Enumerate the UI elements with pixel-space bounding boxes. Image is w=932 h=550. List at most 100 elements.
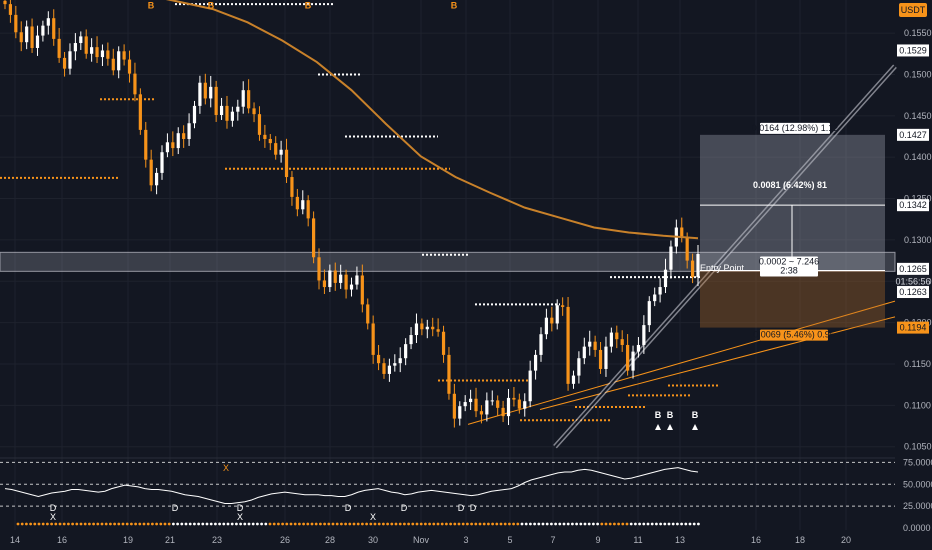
osc-dot [453, 522, 457, 526]
candle-body [436, 329, 440, 332]
candle-body [8, 4, 13, 15]
osc-dot [697, 522, 700, 526]
candle [577, 351, 581, 384]
candle-body [420, 323, 424, 330]
candle [582, 337, 586, 365]
candle [658, 278, 662, 303]
candle [404, 338, 408, 366]
osc-dot [302, 522, 305, 526]
candle [344, 269, 348, 299]
candle-body [506, 397, 511, 417]
osc-dot [617, 522, 620, 526]
candle [447, 346, 451, 400]
candle [247, 79, 251, 114]
candle [387, 358, 391, 382]
pair-badge[interactable]: USDT [899, 3, 927, 17]
candle-body [111, 58, 115, 71]
candle [420, 318, 424, 336]
osc-dot [495, 522, 499, 526]
osc-dot [529, 522, 532, 526]
price-tag-3: 0.1265 [899, 264, 927, 274]
osc-dot [41, 522, 45, 526]
time-tick-8: Nov [413, 535, 430, 545]
candle-body [680, 227, 684, 238]
osc-dot [92, 522, 95, 526]
candle-body [219, 105, 224, 115]
d-marker-5: D [458, 503, 465, 513]
loss-zone [700, 270, 885, 328]
candle-body [14, 14, 18, 33]
candle [631, 345, 635, 379]
candle-body [577, 358, 581, 376]
candle-body [301, 200, 305, 210]
osc-dot [75, 522, 79, 526]
candle-body [19, 32, 23, 43]
osc-dot [642, 522, 646, 526]
osc-dot [365, 522, 368, 526]
mid-label: 0.0081 (6.42%) 81 [753, 180, 827, 190]
candle [41, 20, 45, 42]
price-tick-9: 0.1150 [904, 359, 931, 369]
price-tick-2: 0.1500 [904, 69, 932, 79]
candle [366, 298, 370, 330]
osc-dot [436, 522, 440, 526]
osc-dot [482, 522, 486, 526]
osc-dot [281, 522, 284, 526]
osc-dot [251, 522, 255, 526]
osc-dot [663, 522, 667, 526]
osc-dot [16, 522, 20, 526]
osc-dot [184, 522, 188, 526]
candle-body [187, 123, 191, 139]
candle [485, 392, 489, 422]
b-marker-top-1: B [208, 1, 215, 11]
osc-dot [155, 522, 159, 526]
candle [25, 20, 29, 50]
candle [100, 44, 105, 67]
candle [431, 317, 435, 337]
osc-dot [188, 522, 192, 526]
candle-body [241, 90, 245, 107]
candle [187, 113, 191, 146]
candle [90, 38, 94, 62]
osc-dot [403, 522, 406, 526]
osc-dot [272, 522, 276, 526]
candle-body [469, 398, 473, 403]
candle-body [669, 246, 673, 270]
candle-body [149, 159, 153, 186]
candle [225, 95, 229, 129]
candle [355, 266, 359, 290]
candle-body [620, 339, 624, 345]
osc-dot [172, 522, 175, 526]
osc-dot [29, 522, 32, 526]
osc-dot [382, 522, 385, 526]
osc-dot [373, 522, 377, 526]
candle-body [312, 218, 316, 258]
osc-dot [592, 522, 595, 526]
d-marker-3: D [345, 503, 352, 513]
time-axis[interactable]: 14 16 19 21 23 26 28 30 Nov 3 5 7 9 11 13 16 18 20 [10, 535, 851, 545]
candle [333, 262, 337, 291]
candle [474, 387, 478, 418]
price-axis[interactable]: 0.16000.15500.15000.14500.14000.13500.13… [895, 0, 932, 533]
osc-dot [323, 522, 326, 526]
candle-body [496, 400, 500, 408]
candle-body [106, 50, 110, 59]
osc-dot [596, 522, 599, 526]
osc-dot [352, 522, 356, 526]
osc-dot [277, 522, 280, 526]
price-tag-box-0 [897, 44, 929, 57]
osc-dot [356, 522, 360, 526]
candle [241, 81, 245, 114]
candle-body [144, 129, 148, 160]
candle [571, 370, 576, 389]
candle [144, 121, 148, 168]
osc-dot [550, 522, 553, 526]
d-marker-1: D [172, 503, 179, 513]
osc-dot [239, 522, 243, 526]
osc-dot [457, 522, 461, 526]
candle-body [339, 274, 343, 283]
candle [555, 299, 559, 330]
position-tool[interactable]: 0.0164 (12.98%) 1.12 0.0081 (6.42%) 81 0.0… [700, 122, 885, 341]
candle-body [182, 133, 186, 139]
